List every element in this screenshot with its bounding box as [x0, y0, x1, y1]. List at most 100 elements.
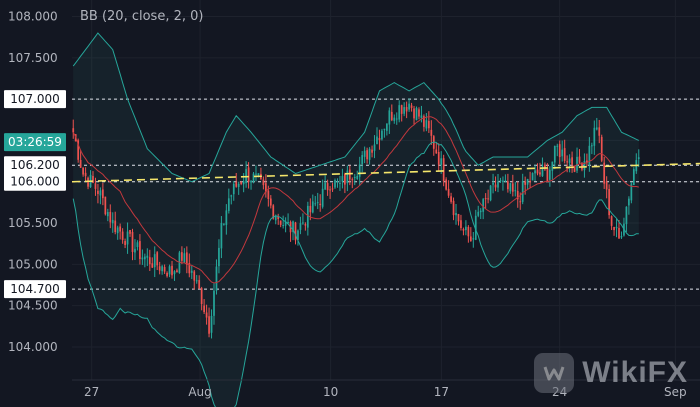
candle — [237, 181, 240, 195]
candle — [334, 178, 336, 189]
candle — [235, 172, 238, 188]
candle — [400, 104, 403, 122]
candle — [171, 260, 173, 279]
candle — [427, 111, 430, 133]
candle — [356, 170, 359, 180]
candle — [156, 251, 159, 270]
candle — [106, 208, 109, 222]
candle — [336, 178, 339, 188]
candle — [393, 114, 396, 124]
candles — [72, 98, 640, 339]
candle — [119, 223, 122, 240]
svg-text:104.700: 104.700 — [10, 282, 60, 296]
candle — [218, 239, 220, 274]
candle — [358, 156, 361, 186]
candle — [306, 201, 309, 236]
candle — [368, 147, 371, 165]
candle — [277, 213, 280, 225]
candle — [568, 154, 571, 173]
candle — [111, 212, 114, 233]
candle — [250, 180, 252, 190]
candle — [168, 264, 171, 278]
candle — [316, 192, 319, 210]
candle — [450, 192, 452, 204]
candle — [388, 107, 391, 134]
candle — [97, 183, 99, 204]
price-tags: 107.000 106.200 106.000 104.700 03:26:59 — [4, 90, 66, 299]
candle — [148, 249, 151, 272]
candle — [376, 127, 378, 145]
candle — [131, 228, 134, 261]
candle — [613, 226, 615, 236]
candle — [205, 304, 208, 325]
candle — [484, 193, 487, 209]
candle — [482, 197, 485, 220]
candle — [610, 215, 613, 231]
candle — [381, 128, 383, 141]
candle — [526, 178, 529, 190]
watermark: WikiFX — [534, 353, 688, 393]
candle — [534, 164, 536, 181]
candle — [536, 163, 539, 176]
candle — [304, 222, 307, 231]
candle — [230, 194, 233, 205]
candle — [507, 173, 509, 193]
candle — [455, 203, 457, 225]
candle — [608, 184, 610, 219]
indicator-legend[interactable]: BB (20, close, 2, 0) — [80, 9, 204, 24]
candle — [383, 128, 386, 138]
candle — [628, 196, 630, 215]
candle — [210, 309, 213, 339]
candle — [126, 222, 129, 254]
candle — [544, 162, 546, 171]
candle — [269, 195, 272, 209]
candle — [114, 211, 117, 235]
candle — [390, 104, 393, 122]
svg-text:106.000: 106.000 — [10, 175, 60, 189]
candle — [121, 228, 124, 244]
candle — [153, 246, 156, 278]
trendline[interactable] — [71, 162, 700, 183]
candle — [109, 204, 112, 229]
x-tick-label: 10 — [323, 385, 338, 399]
candle — [348, 165, 351, 186]
candle — [94, 177, 97, 196]
candle — [447, 180, 450, 198]
y-tick-label: 108.000 — [8, 10, 58, 24]
candle — [247, 162, 250, 189]
candle — [524, 176, 527, 195]
candle — [489, 184, 492, 202]
candle — [477, 205, 480, 218]
candle — [203, 299, 205, 314]
candle — [185, 246, 188, 274]
trendline-line[interactable] — [71, 162, 700, 183]
x-tick-label: 27 — [84, 385, 99, 399]
candle — [425, 113, 428, 132]
candle — [625, 206, 628, 233]
candle — [183, 248, 186, 264]
candle — [492, 173, 494, 194]
candle — [598, 120, 601, 144]
candle — [146, 248, 149, 267]
candle — [84, 167, 87, 183]
x-tick-label: 17 — [434, 385, 449, 399]
candle — [252, 172, 255, 184]
candle — [311, 194, 314, 214]
candle — [465, 220, 467, 236]
svg-text:106.200: 106.200 — [10, 158, 60, 172]
candle — [504, 174, 507, 183]
svg-text:03:26:59: 03:26:59 — [8, 135, 62, 149]
candle — [511, 174, 514, 197]
candle — [294, 221, 297, 245]
candle — [339, 175, 341, 191]
candle — [72, 119, 75, 139]
candle — [225, 204, 228, 235]
candle — [166, 271, 168, 278]
candle — [630, 182, 633, 204]
candle — [302, 213, 304, 225]
candle — [79, 150, 82, 168]
level-price-tag: 104.700 — [4, 280, 66, 299]
candle — [472, 231, 475, 248]
